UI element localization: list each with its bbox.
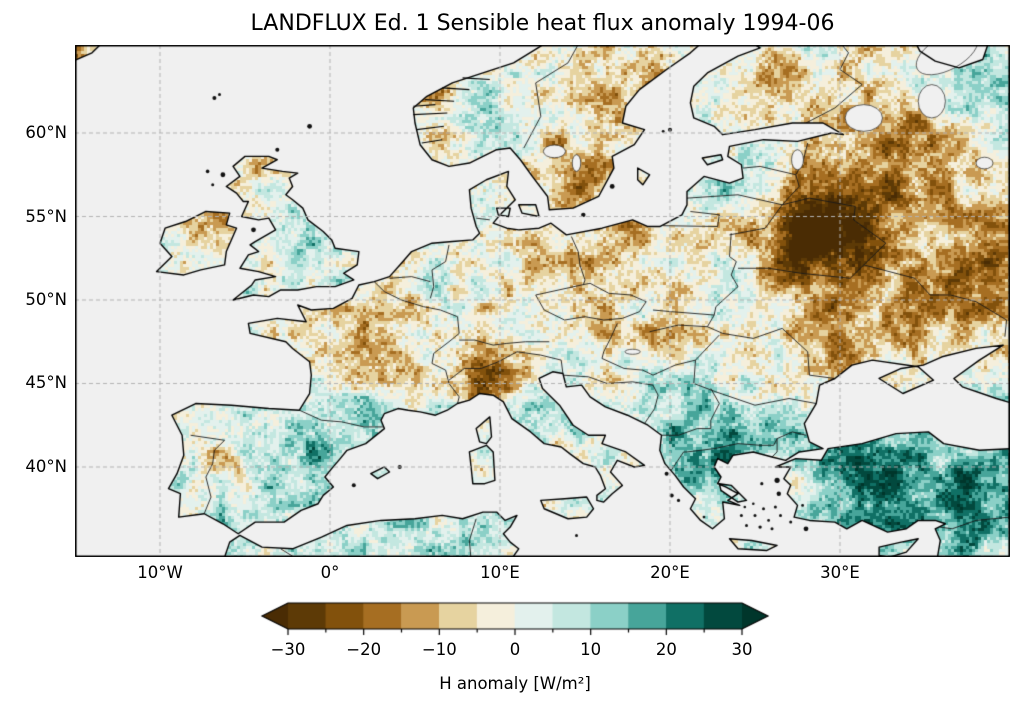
colorbar-canvas: [240, 596, 800, 640]
colorbar-tick-label: 10: [580, 640, 602, 659]
colorbar-tick-label: −20: [346, 640, 382, 659]
colorbar-title: H anomaly [W/m²]: [439, 674, 591, 693]
colorbar-tick-label: 30: [731, 640, 753, 659]
colorbar-tick-label: −10: [421, 640, 457, 659]
x-tick-label: 20°E: [650, 563, 690, 582]
x-tick-label: 10°E: [480, 563, 520, 582]
map-canvas: [75, 45, 1010, 557]
y-tick-label: 45°N: [25, 373, 67, 393]
y-tick-label: 50°N: [25, 289, 67, 309]
x-tick-label: 10°W: [137, 563, 183, 582]
colorbar-tick-label: 20: [655, 640, 677, 659]
y-tick-label: 40°N: [25, 456, 67, 476]
plot-title: LANDFLUX Ed. 1 Sensible heat flux anomal…: [250, 11, 835, 36]
y-tick-label: 60°N: [25, 123, 67, 142]
y-tick-label: 55°N: [25, 206, 67, 226]
colorbar-tick-label: −30: [270, 640, 306, 659]
colorbar-tick-label: 0: [509, 640, 521, 659]
x-tick-label: 30°E: [820, 563, 860, 582]
x-tick-label: 0°: [320, 563, 340, 582]
